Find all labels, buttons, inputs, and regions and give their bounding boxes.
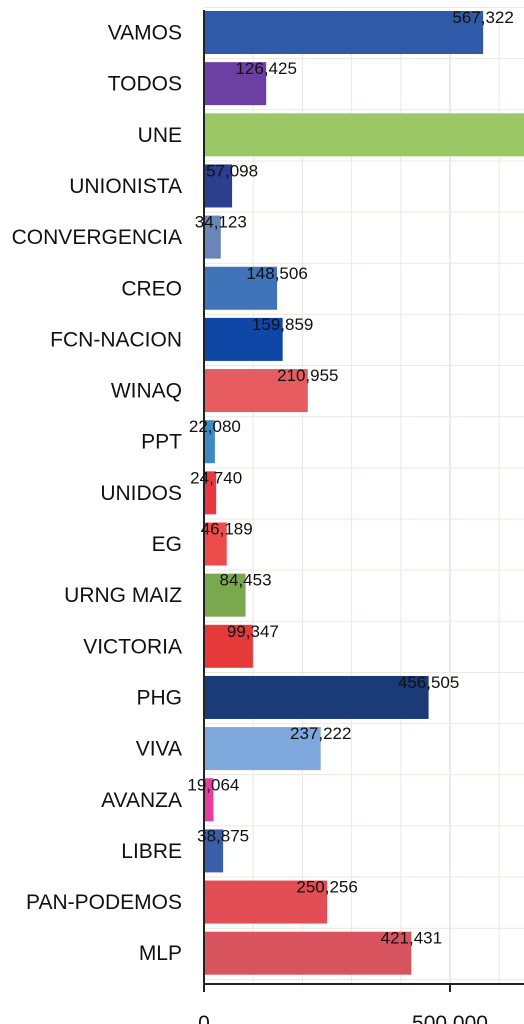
category-label: UNIDOS	[100, 482, 182, 505]
value-label: 148,506	[246, 264, 307, 283]
bar-unidos	[204, 471, 217, 515]
category-label: FCN-NACION	[50, 328, 182, 351]
bar-urng-maiz	[204, 573, 246, 617]
bar-vamos	[204, 11, 484, 54]
bar-todos	[204, 62, 267, 106]
bar-phg	[204, 675, 429, 719]
category-label: VAMOS	[108, 22, 182, 45]
value-label: 456,505	[398, 673, 459, 692]
value-label: 126,425	[235, 59, 296, 78]
category-label: MLP	[139, 942, 182, 965]
category-label: VICTORIA	[83, 635, 182, 658]
value-label: 250,256	[296, 878, 357, 897]
bar-victoria	[204, 624, 253, 668]
bar-unionista	[204, 164, 233, 208]
category-label: UNIONISTA	[69, 175, 182, 198]
bar-viva	[204, 727, 321, 771]
category-label: URNG MAIZ	[64, 584, 182, 607]
category-label: PHG	[136, 686, 182, 709]
value-label: 99,347	[227, 622, 279, 641]
x-tick-label: 0	[198, 1012, 210, 1024]
gridlines	[203, 7, 524, 984]
bar-libre	[204, 829, 224, 873]
category-label: LIBRE	[121, 840, 182, 863]
bar-une	[204, 113, 524, 157]
value-label: 237,222	[290, 724, 351, 743]
category-label: CREO	[121, 277, 182, 300]
category-label: PAN-PODEMOS	[26, 891, 182, 914]
bar-ppt	[204, 420, 215, 464]
category-label: WINAQ	[111, 380, 182, 403]
category-label: UNE	[138, 124, 182, 147]
bar-eg	[204, 522, 227, 566]
bar-winaq	[204, 369, 308, 413]
value-label: 567,322	[452, 8, 513, 27]
category-label: AVANZA	[101, 789, 182, 812]
x-tick-label: 500,000	[412, 1012, 488, 1024]
value-label: 46,189	[201, 520, 253, 539]
value-label: 34,123	[195, 213, 247, 232]
bar-fcn-nacion	[204, 317, 283, 361]
category-label: EG	[152, 533, 182, 556]
value-label: 84,453	[220, 571, 272, 590]
bar-pan-podemos	[204, 880, 328, 924]
category-label: TODOS	[108, 73, 182, 96]
labels: VAMOS567,322TODOS126,425UNE1,002,221UNIO…	[12, 8, 514, 965]
bar-avanza	[204, 778, 214, 822]
value-label: 210,955	[277, 366, 338, 385]
category-label: PPT	[141, 431, 182, 454]
value-label: 38,875	[197, 826, 249, 845]
value-label: 57,098	[206, 161, 258, 180]
value-label: 421,431	[381, 929, 442, 948]
bar-mlp	[204, 931, 412, 975]
bar-convergencia	[204, 215, 221, 259]
bar-creo	[204, 266, 278, 310]
value-label: 24,740	[190, 468, 242, 487]
value-label: 159,859	[252, 315, 313, 334]
category-label: CONVERGENCIA	[12, 226, 182, 249]
category-label: VIVA	[136, 738, 182, 761]
value-label: 22,080	[189, 417, 241, 436]
value-label: 19,064	[187, 775, 239, 794]
bars	[204, 11, 524, 975]
